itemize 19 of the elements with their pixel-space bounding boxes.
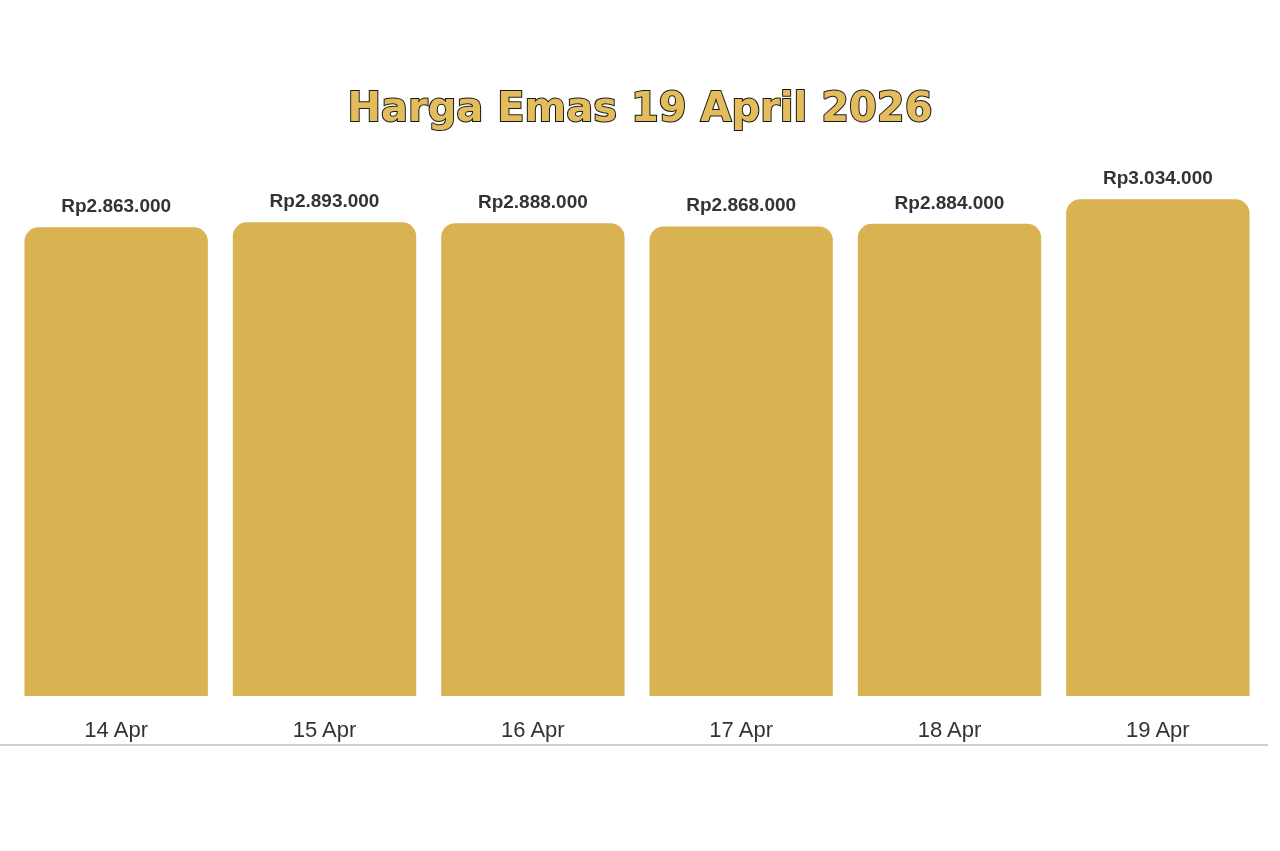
bar [649,226,833,696]
bar [24,227,208,696]
data-label: Rp2.863.000 [61,195,172,217]
bar [232,222,417,696]
data-label: Rp2.884.000 [894,191,1005,213]
data-label: Rp2.888.000 [477,191,588,213]
bar [857,223,1042,696]
chart-title: Harga Emas 19 April 2026 [347,84,933,130]
x-tick-label: 16 Apr [501,716,565,742]
x-tick-label: 15 Apr [292,716,357,742]
x-tick-label: 18 Apr [917,716,982,742]
x-tick-label: 19 Apr [1126,716,1190,742]
data-label: Rp3.034.000 [1102,167,1213,189]
data-label: Rp2.893.000 [269,190,380,212]
data-label: Rp2.868.000 [686,194,797,216]
bar [1066,199,1250,696]
bar [441,223,625,696]
x-tick-label: 14 Apr [84,716,148,742]
x-tick-label: 17 Apr [709,716,773,742]
